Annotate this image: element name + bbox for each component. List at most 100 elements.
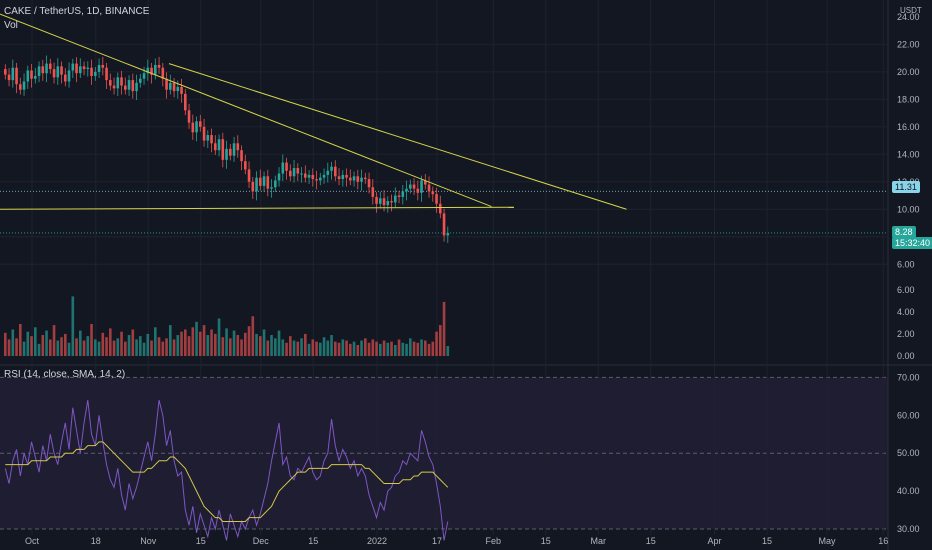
candle-body — [401, 191, 405, 197]
volume-bar — [236, 335, 240, 356]
candle-body — [322, 174, 326, 178]
time-tick-label: 15 — [541, 536, 551, 546]
volume-bar — [367, 342, 371, 356]
volume-bar — [34, 327, 37, 356]
candle-body — [82, 66, 86, 70]
volume-bar — [277, 330, 281, 356]
volume-bar — [109, 328, 112, 356]
candle-body — [135, 82, 138, 92]
volume-bar — [217, 318, 221, 356]
candle-body — [45, 63, 48, 74]
volume-bar — [86, 336, 90, 356]
time-tick-label: 15 — [308, 536, 318, 546]
candle-body — [379, 198, 382, 204]
rsi-tick-label: 30.00 — [897, 524, 920, 534]
volume-legend[interactable]: Vol — [4, 20, 18, 31]
volume-bar — [285, 342, 288, 356]
candle-body — [442, 213, 446, 236]
candle-body — [371, 187, 375, 197]
volume-bar — [371, 339, 375, 356]
volume-bar — [244, 332, 247, 356]
time-tick-label: 15 — [646, 536, 656, 546]
volume-bar — [247, 326, 251, 356]
candle-body — [232, 143, 236, 156]
volume-bar — [232, 330, 236, 356]
volume-bar — [431, 341, 435, 356]
time-tick-label: Nov — [140, 536, 157, 546]
volume-bar — [420, 339, 423, 356]
current-price-badge: 8.28 — [892, 226, 916, 238]
volume-bar — [75, 338, 78, 356]
volume-bar — [120, 331, 123, 356]
candle-body — [409, 184, 412, 189]
candle-body — [281, 162, 285, 174]
volume-bar — [311, 339, 315, 356]
rsi-tick-label: 50.00 — [897, 448, 920, 458]
volume-bar — [307, 343, 311, 356]
volume-bar — [79, 330, 82, 356]
rsi-tick-label: 70.00 — [897, 372, 920, 382]
candle-body — [22, 81, 26, 90]
volume-bar — [11, 329, 15, 356]
candle-body — [154, 64, 157, 75]
volume-bar — [101, 332, 105, 356]
candle-body — [229, 148, 232, 156]
volume-bar — [214, 333, 217, 356]
candle-body — [37, 66, 41, 76]
candle-body — [386, 201, 390, 206]
volume-tick-label: 6.00 — [897, 285, 915, 295]
candle-body — [64, 74, 67, 82]
candle-body — [247, 169, 251, 182]
candle-body — [11, 67, 15, 81]
candle-body — [360, 177, 363, 182]
candle-body — [71, 63, 75, 71]
volume-bar — [60, 337, 63, 356]
symbol-legend[interactable]: CAKE / TetherUS, 1D, BINANCE — [4, 6, 150, 17]
candle-body — [210, 135, 213, 144]
candle-body — [345, 174, 348, 178]
volume-bar — [322, 337, 326, 356]
volume-bar — [349, 343, 352, 356]
volume-bar — [97, 341, 101, 356]
candle-body — [206, 135, 210, 141]
price-tick-label: 16.00 — [897, 122, 920, 132]
candle-body — [34, 75, 37, 79]
volume-bar — [251, 316, 255, 356]
volume-bar — [206, 335, 210, 356]
candle-body — [251, 181, 255, 192]
trendline-upper — [168, 63, 627, 210]
time-tick-label: 17 — [432, 536, 442, 546]
volume-bar — [364, 338, 367, 356]
rsi-legend[interactable]: RSI (14, close, SMA, 14, 2) — [4, 369, 126, 380]
volume-bar — [15, 338, 18, 356]
volume-bar — [124, 341, 127, 356]
volume-bar — [116, 338, 120, 356]
candle-body — [330, 166, 333, 171]
candle-body — [221, 139, 225, 160]
volume-bar — [229, 338, 232, 356]
volume-bar — [19, 323, 22, 356]
level-price-badge: 11.31 — [892, 181, 920, 193]
volume-bar — [30, 336, 33, 356]
time-tick-label: 2022 — [367, 536, 387, 546]
volume-bar — [7, 339, 11, 356]
candle-body — [120, 77, 123, 86]
candle-body — [424, 180, 427, 185]
candle-body — [446, 232, 450, 236]
volume-bar — [262, 329, 266, 356]
candle-body — [352, 176, 356, 181]
volume-bar — [255, 333, 258, 356]
volume-bar — [442, 301, 446, 356]
candle-body — [7, 74, 11, 81]
volume-bar — [360, 340, 363, 356]
volume-bar — [356, 344, 360, 356]
candle-body — [390, 201, 393, 203]
volume-bar — [90, 323, 93, 356]
volume-bar — [176, 335, 180, 356]
volume-bar — [135, 339, 138, 356]
volume-bar — [401, 342, 405, 356]
candle-body — [266, 176, 270, 189]
price-tick-label: 14.00 — [897, 149, 920, 159]
candle-body — [307, 174, 311, 178]
